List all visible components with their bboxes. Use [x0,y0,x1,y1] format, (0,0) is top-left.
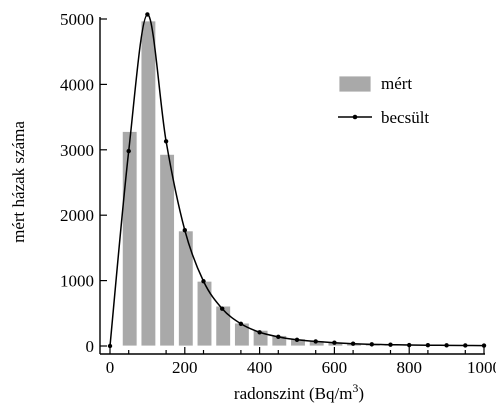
estimated-point [388,342,393,347]
x-axis-title-superscript: 3 [352,381,358,395]
bar-measured [121,131,138,347]
estimated-point [126,148,131,154]
y-tick-label: 2000 [60,206,94,225]
estimated-point [294,337,300,342]
estimated-point [107,343,113,349]
y-tick-label: 4000 [60,75,94,94]
estimated-point [276,334,281,340]
x-tick-label: 800 [396,358,422,377]
estimated-point [238,321,244,326]
estimated-point [313,339,318,344]
y-tick-label: 5000 [60,10,94,29]
estimated-point [201,279,206,284]
y-axis-title: mért házak száma [9,121,28,243]
estimated-point [407,342,412,348]
bar-measured [140,20,157,347]
estimated-point [332,340,337,345]
legend-label-measured: mért [381,74,412,93]
estimated-point [463,343,468,348]
bars-layer [121,20,493,347]
x-tick-label: 1000 [467,358,496,377]
estimated-point [369,342,374,347]
bar-measured [159,153,175,347]
y-tick-label: 0 [86,337,95,356]
estimated-point [163,139,169,144]
line-layer [107,12,487,349]
x-tick-label: 600 [322,358,348,377]
bar-measured [215,305,231,347]
x-tick-label: 0 [106,358,115,377]
estimated-point [257,330,262,335]
estimated-point [182,228,187,233]
legend-swatch-measured [338,75,372,93]
y-tick-label: 1000 [60,272,94,291]
legend-swatch-estimated-marker [352,114,358,120]
legend-label-estimated: becsült [381,108,429,127]
estimated-point [425,343,431,348]
x-tick-label: 200 [172,358,198,377]
y-tick-label: 3000 [60,141,94,160]
estimated-point [444,343,449,348]
estimated-point [145,12,150,17]
axes-layer [99,17,485,355]
x-axis-title-close: ) [358,384,364,403]
ticks-layer: 0 1000 2000 3000 4000 5000 0 200 400 600 800 1000 [60,10,496,377]
x-tick-label: 400 [247,358,273,377]
x-axis-title: radonszint (Bq/m3) [234,381,364,403]
estimated-point [481,343,487,348]
estimated-point [220,306,225,311]
x-axis-title-main: radonszint (Bq/m [234,384,353,403]
legend: mért becsült [338,74,429,127]
estimated-curve [109,13,485,347]
estimated-point [350,341,356,346]
